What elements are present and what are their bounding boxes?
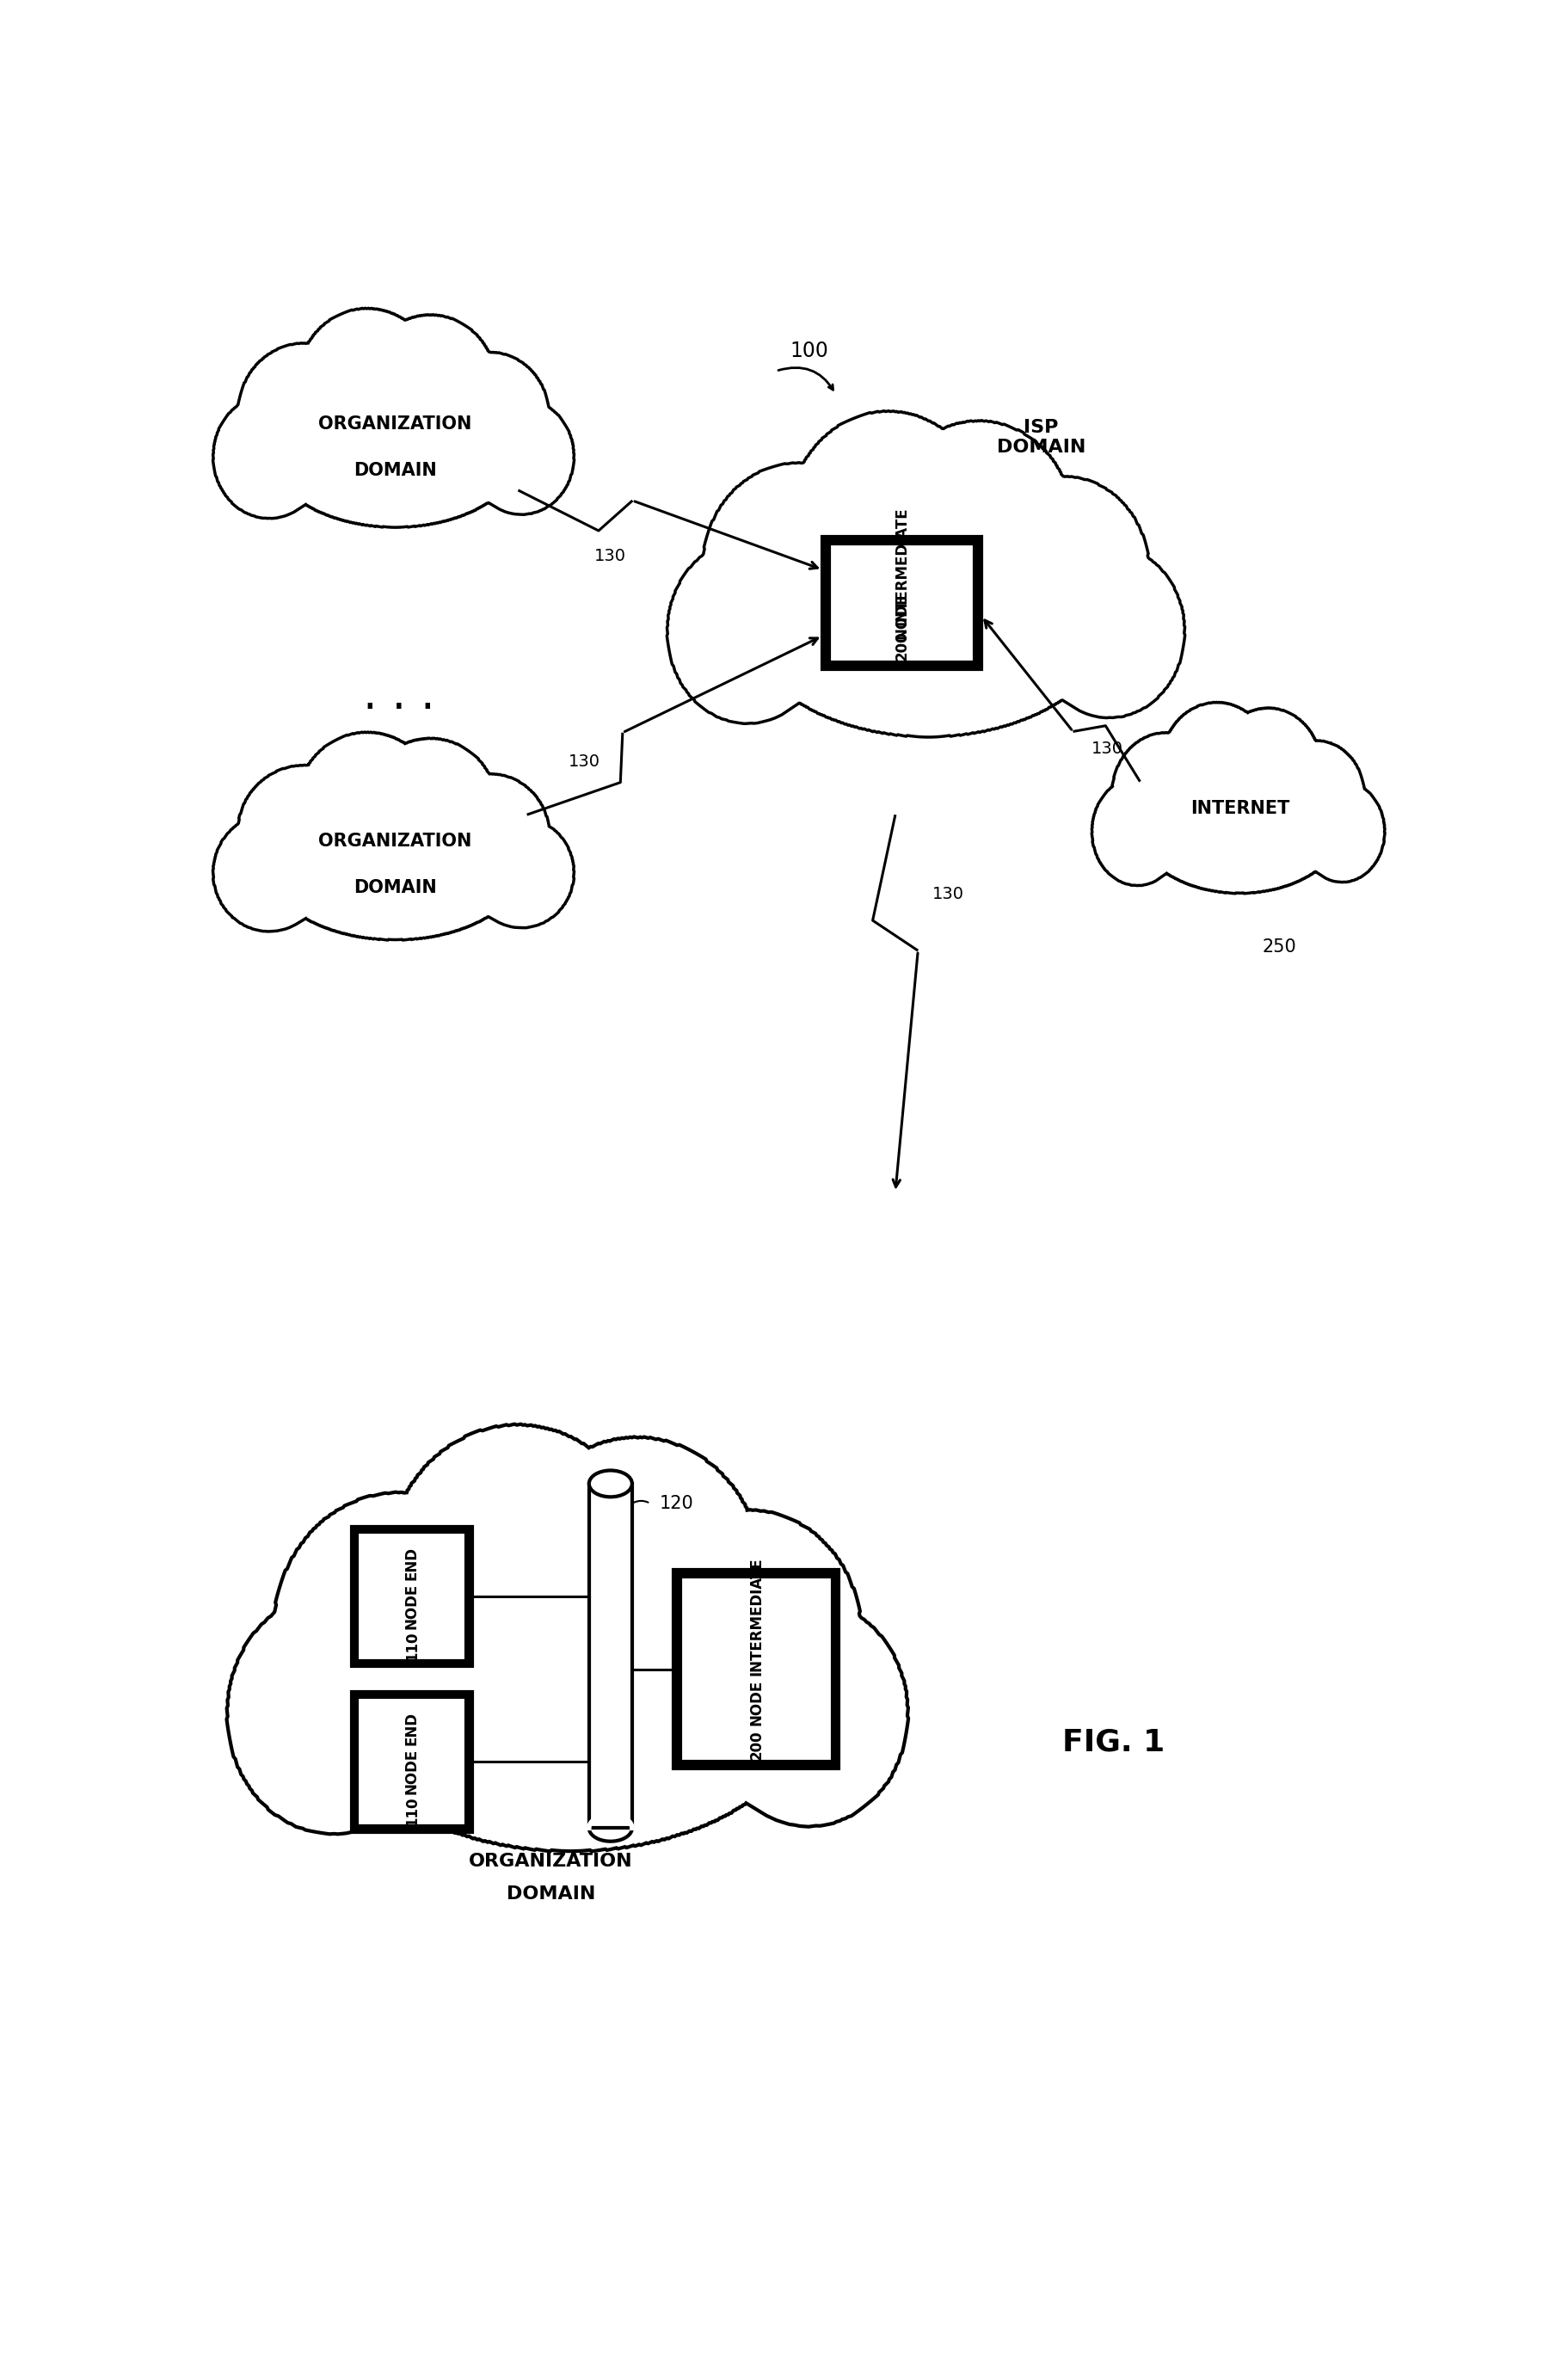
Bar (829, 544, 975, 662)
Text: 110: 110 (405, 1631, 420, 1662)
Text: ORGANIZATION: ORGANIZATION (469, 1852, 633, 1871)
Ellipse shape (430, 351, 550, 482)
Text: 200: 200 (748, 1731, 764, 1759)
Text: NODE: NODE (894, 594, 909, 639)
Text: 100: 100 (790, 342, 828, 361)
Ellipse shape (883, 420, 1074, 631)
Text: END: END (405, 1545, 420, 1581)
Ellipse shape (710, 1600, 908, 1826)
Ellipse shape (702, 463, 894, 674)
Text: ORGANIZATION: ORGANIZATION (318, 415, 472, 432)
Ellipse shape (213, 814, 325, 931)
Text: 130: 130 (594, 548, 627, 565)
Text: DOMAIN: DOMAIN (354, 878, 437, 897)
Ellipse shape (469, 817, 574, 928)
Ellipse shape (296, 309, 437, 458)
Bar (351, 1526, 472, 1667)
Ellipse shape (237, 342, 370, 484)
Bar (358, 1531, 467, 1662)
Ellipse shape (1269, 741, 1366, 852)
Ellipse shape (666, 539, 828, 724)
Ellipse shape (1091, 779, 1182, 886)
Text: ORGANIZATION: ORGANIZATION (318, 833, 472, 850)
Text: INTERMEDIATE: INTERMEDIATE (894, 508, 909, 627)
Ellipse shape (1134, 748, 1347, 893)
Text: NODE: NODE (405, 1583, 420, 1629)
Polygon shape (666, 411, 1185, 738)
Polygon shape (227, 1424, 908, 1852)
Ellipse shape (1035, 546, 1185, 717)
Text: 130: 130 (933, 886, 964, 902)
Ellipse shape (364, 313, 497, 456)
Ellipse shape (386, 1424, 651, 1716)
Bar (351, 1693, 472, 1833)
Text: INTERNET: INTERNET (1190, 800, 1289, 817)
Ellipse shape (213, 394, 325, 518)
Ellipse shape (273, 1491, 524, 1769)
Polygon shape (1091, 703, 1385, 893)
Bar (358, 1697, 467, 1826)
Text: 130: 130 (568, 753, 601, 769)
Text: DOMAIN: DOMAIN (506, 1885, 596, 1904)
Bar (674, 1569, 839, 1769)
Ellipse shape (237, 764, 370, 900)
Ellipse shape (226, 1593, 439, 1835)
Polygon shape (213, 731, 574, 940)
Bar (823, 537, 982, 669)
Text: NODE: NODE (405, 1750, 420, 1795)
Ellipse shape (637, 1510, 862, 1762)
Bar (681, 1576, 833, 1762)
Ellipse shape (323, 1524, 818, 1852)
Ellipse shape (978, 477, 1149, 667)
Ellipse shape (469, 399, 574, 515)
Ellipse shape (1160, 703, 1273, 833)
Polygon shape (213, 309, 574, 527)
Text: FIG. 1: FIG. 1 (1063, 1728, 1165, 1757)
Text: DOMAIN: DOMAIN (354, 461, 437, 480)
Ellipse shape (263, 781, 527, 940)
Ellipse shape (787, 411, 989, 634)
Ellipse shape (364, 738, 497, 874)
Ellipse shape (430, 774, 550, 895)
Bar (590, 1484, 632, 1828)
Ellipse shape (1214, 707, 1322, 831)
Ellipse shape (1112, 734, 1220, 857)
Ellipse shape (740, 487, 1116, 738)
Ellipse shape (296, 731, 437, 874)
Ellipse shape (590, 1470, 632, 1498)
Ellipse shape (511, 1436, 764, 1714)
Text: 200: 200 (894, 631, 909, 660)
Ellipse shape (263, 361, 527, 527)
Text: · · ·: · · · (362, 686, 434, 731)
Text: INTERMEDIATE: INTERMEDIATE (748, 1557, 764, 1676)
Text: NODE: NODE (748, 1678, 764, 1726)
Ellipse shape (1300, 781, 1385, 883)
Text: END: END (405, 1712, 420, 1745)
Text: 130: 130 (1091, 741, 1123, 757)
Text: ISP
DOMAIN: ISP DOMAIN (997, 418, 1085, 456)
Text: 120: 120 (660, 1496, 695, 1512)
Text: 250: 250 (1262, 938, 1297, 957)
Text: 110: 110 (405, 1797, 420, 1826)
